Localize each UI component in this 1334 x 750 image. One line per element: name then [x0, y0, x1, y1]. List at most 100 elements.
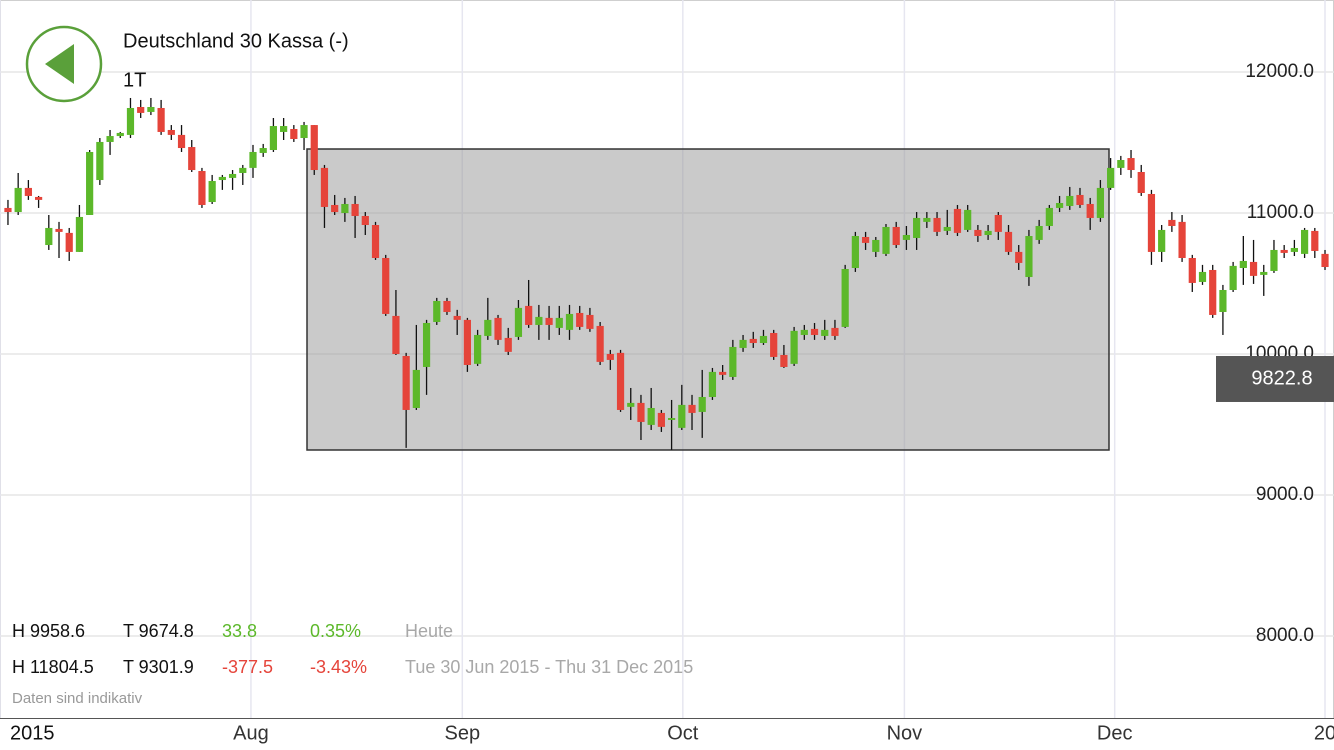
y-tick-label: 9000.0 [1256, 484, 1314, 505]
candle-body [188, 147, 196, 171]
candle-body [545, 317, 553, 325]
candle-body [953, 208, 962, 233]
candle-body [1260, 271, 1268, 275]
candle-body [269, 126, 278, 151]
candle-body [422, 322, 431, 367]
candle-body [637, 402, 645, 422]
stat-high: H 9958.6 [12, 621, 85, 641]
candle-body [576, 312, 584, 327]
candles [4, 97, 1329, 450]
stat-period: Tue 30 Jun 2015 - Thu 31 Dec 2015 [405, 657, 693, 677]
candle-body [177, 134, 186, 149]
x-tick-label: Sep [444, 722, 480, 744]
candle-body [616, 352, 625, 410]
candle-body [147, 107, 155, 112]
candle-body [1025, 235, 1033, 278]
candle-body [392, 315, 400, 354]
candle-body [790, 330, 798, 364]
candle-body [402, 355, 410, 410]
candle-body [382, 257, 390, 314]
stat-period: Heute [405, 621, 453, 641]
candle-body [861, 236, 870, 243]
candle-body [923, 217, 931, 222]
candle-body [535, 316, 543, 325]
candle-body [1311, 230, 1319, 251]
candle-body [1280, 249, 1288, 253]
candle-body [463, 319, 472, 365]
candle-body [55, 228, 63, 232]
candle-body [137, 107, 145, 113]
candle-body [565, 313, 574, 330]
x-tick-label: Dec [1097, 722, 1133, 744]
candle-body [86, 151, 94, 215]
selection-range [306, 148, 1110, 451]
candle-body [964, 209, 972, 230]
candle-body [974, 229, 982, 236]
candle-body [361, 215, 369, 226]
candle-body [300, 125, 308, 139]
candle-body [657, 412, 665, 427]
candle-body [1137, 171, 1145, 193]
candle-body [249, 151, 257, 168]
candle-body [872, 239, 880, 252]
back-arrow[interactable] [45, 44, 74, 84]
candle-body [1249, 261, 1258, 276]
candle-body [1076, 194, 1084, 205]
candle-body [331, 204, 339, 213]
candle-body [1219, 289, 1227, 312]
candle-body [96, 141, 104, 181]
candle-body [1158, 229, 1166, 252]
candle-body [412, 369, 420, 408]
candle-body [1096, 187, 1105, 218]
candle-body [14, 187, 22, 213]
x-tick-label: 2015 [10, 722, 55, 744]
disclaimer: Daten sind indikativ [12, 690, 143, 707]
candle-body [310, 125, 318, 171]
candle-body [34, 196, 43, 200]
candle-body [45, 227, 53, 246]
candle-body [65, 232, 73, 252]
candle-body [218, 176, 226, 181]
candle-body [1055, 203, 1064, 208]
stat-low: T 9674.8 [123, 621, 194, 641]
stat-change-pct: 0.35% [310, 621, 361, 641]
candle-body [1198, 271, 1207, 282]
candle-body [1209, 269, 1217, 315]
candle-body [586, 314, 594, 329]
candle-body [1127, 158, 1135, 171]
candle-body [933, 217, 941, 232]
last-price-label: 9822.8 [1251, 367, 1312, 389]
candle-body [443, 300, 451, 312]
candle-body [698, 396, 706, 412]
candle-body [678, 404, 686, 428]
stat-high: H 11804.5 [12, 657, 94, 677]
candle-body [759, 335, 768, 343]
x-tick-label: Oct [667, 722, 699, 744]
candle-body [627, 402, 635, 407]
candle-body [719, 371, 727, 375]
candle-body [1168, 219, 1176, 226]
candle-body [1117, 160, 1125, 168]
candle-body [1321, 253, 1329, 268]
candle-body [984, 230, 992, 236]
back-button[interactable] [25, 25, 103, 103]
candle-body [882, 226, 890, 254]
candle-body [821, 329, 829, 336]
y-tick-label: 8000.0 [1256, 625, 1314, 646]
candle-body [239, 167, 247, 173]
candle-body [474, 334, 482, 364]
candle-body [484, 319, 492, 336]
candle-body [1290, 247, 1298, 252]
candle-body [126, 107, 135, 135]
candle-body [290, 128, 298, 140]
candle-body [228, 173, 237, 178]
candle-body [116, 132, 124, 137]
candle-body [1015, 251, 1023, 263]
candle-body [708, 371, 717, 397]
x-axis-band [0, 718, 1334, 750]
candle-body [1239, 260, 1247, 268]
candle-body [1066, 195, 1074, 206]
y-tick-label: 11000.0 [1247, 202, 1314, 223]
